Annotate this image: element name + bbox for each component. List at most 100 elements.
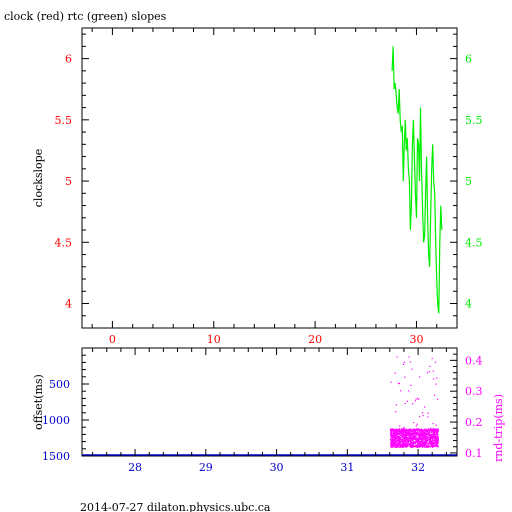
round-trip-point <box>401 432 403 434</box>
round-trip-point <box>402 443 404 446</box>
round-trip-point <box>436 445 438 447</box>
round-trip-point <box>418 433 420 436</box>
round-trip-point <box>397 442 399 444</box>
round-trip-point <box>404 431 407 433</box>
round-trip-point <box>395 431 397 433</box>
round-trip-point <box>405 446 407 448</box>
round-trip-point <box>422 430 424 432</box>
round-trip-point <box>417 435 419 437</box>
round-trip-point <box>429 437 431 439</box>
round-trip-point <box>411 442 413 444</box>
top-x-tick-label: 20 <box>308 333 322 346</box>
round-trip-point <box>427 436 429 438</box>
round-trip-point <box>408 432 410 434</box>
round-trip-point <box>393 431 395 433</box>
round-trip-point <box>400 442 402 444</box>
round-trip-point <box>411 436 413 438</box>
round-trip-point <box>416 446 418 448</box>
round-trip-point <box>429 442 431 444</box>
round-trip-point <box>431 357 433 360</box>
round-trip-point <box>399 433 401 435</box>
round-trip-point <box>410 440 413 442</box>
round-trip-point <box>404 402 406 404</box>
round-trip-point <box>411 432 413 434</box>
round-trip-point <box>433 432 435 435</box>
round-trip-point <box>433 446 435 448</box>
round-trip-point <box>417 397 419 399</box>
round-trip-point <box>395 411 397 413</box>
round-trip-point <box>436 446 438 448</box>
round-trip-point <box>414 433 416 435</box>
round-trip-point <box>391 435 393 437</box>
bottom-x-tick-label: 32 <box>411 461 425 474</box>
offset-tick-label: 500 <box>49 378 70 391</box>
round-trip-point <box>432 446 434 448</box>
round-trip-point <box>429 436 432 438</box>
round-trip-point <box>429 439 431 441</box>
bottom-plot-frame <box>81 347 458 457</box>
round-trip-point <box>406 400 408 402</box>
round-trip-point <box>436 443 438 445</box>
round-trip-point <box>428 434 430 436</box>
round-trip-point <box>425 442 427 444</box>
round-trip-point <box>435 383 437 385</box>
round-trip-axis-label: rnd-trip(ms) <box>492 394 505 462</box>
round-trip-point <box>398 439 401 441</box>
round-trip-point <box>393 433 395 435</box>
round-trip-point <box>412 439 414 441</box>
round-trip-point <box>392 443 395 445</box>
round-trip-point <box>406 442 408 444</box>
top-x-ticks: 0 10 20 30 <box>91 28 458 346</box>
round-trip-point <box>391 433 393 435</box>
round-trip-point <box>403 430 405 432</box>
round-trip-point <box>395 438 397 440</box>
round-trip-point <box>420 439 422 441</box>
round-trip-point <box>434 428 436 430</box>
round-trip-point <box>393 430 395 432</box>
round-trip-point <box>394 372 396 374</box>
round-trip-point <box>401 445 403 448</box>
round-trip-point <box>431 431 433 433</box>
round-trip-point <box>390 436 393 439</box>
round-trip-point <box>410 445 412 447</box>
round-trip-point <box>417 429 419 431</box>
round-trip-point <box>421 445 423 448</box>
round-trip-point <box>411 368 413 370</box>
round-trip-point <box>430 443 432 445</box>
round-trip-point <box>402 363 404 365</box>
round-trip-point <box>397 435 399 438</box>
round-trip-point <box>407 435 409 437</box>
round-trip-point <box>402 441 404 444</box>
round-trip-point <box>415 428 417 430</box>
round-trip-point <box>393 442 395 444</box>
round-trip-point <box>421 439 423 441</box>
top-plot-frame <box>81 27 458 329</box>
round-trip-point <box>402 445 404 447</box>
round-trip-point <box>437 437 439 439</box>
round-trip-point <box>424 438 426 441</box>
round-trip-point <box>406 436 408 438</box>
round-trip-point <box>430 437 432 439</box>
round-trip-point <box>435 430 437 432</box>
round-trip-point <box>428 433 430 435</box>
round-trip-point <box>424 406 426 408</box>
round-trip-point <box>397 431 399 433</box>
round-trip-point <box>434 430 436 432</box>
round-trip-point <box>404 440 406 442</box>
round-trip-point <box>404 429 406 431</box>
round-trip-point <box>427 444 429 446</box>
round-trip-point <box>400 428 402 430</box>
round-trip-point <box>437 435 439 437</box>
round-trip-point <box>434 444 436 446</box>
round-trip-point <box>416 438 418 440</box>
round-trip-point <box>421 441 423 443</box>
top-panel: 4 4.5 5 5.5 6 4 4.5 5 5.5 6 0 10 20 30 clockslope <box>32 27 483 346</box>
round-trip-point <box>419 445 421 447</box>
round-trip-point <box>429 438 432 440</box>
round-trip-point <box>401 441 403 443</box>
round-trip-point <box>408 431 410 433</box>
round-trip-point <box>419 432 421 434</box>
round-trip-point <box>403 441 406 443</box>
round-trip-point <box>405 438 407 441</box>
round-trip-point <box>417 431 419 433</box>
